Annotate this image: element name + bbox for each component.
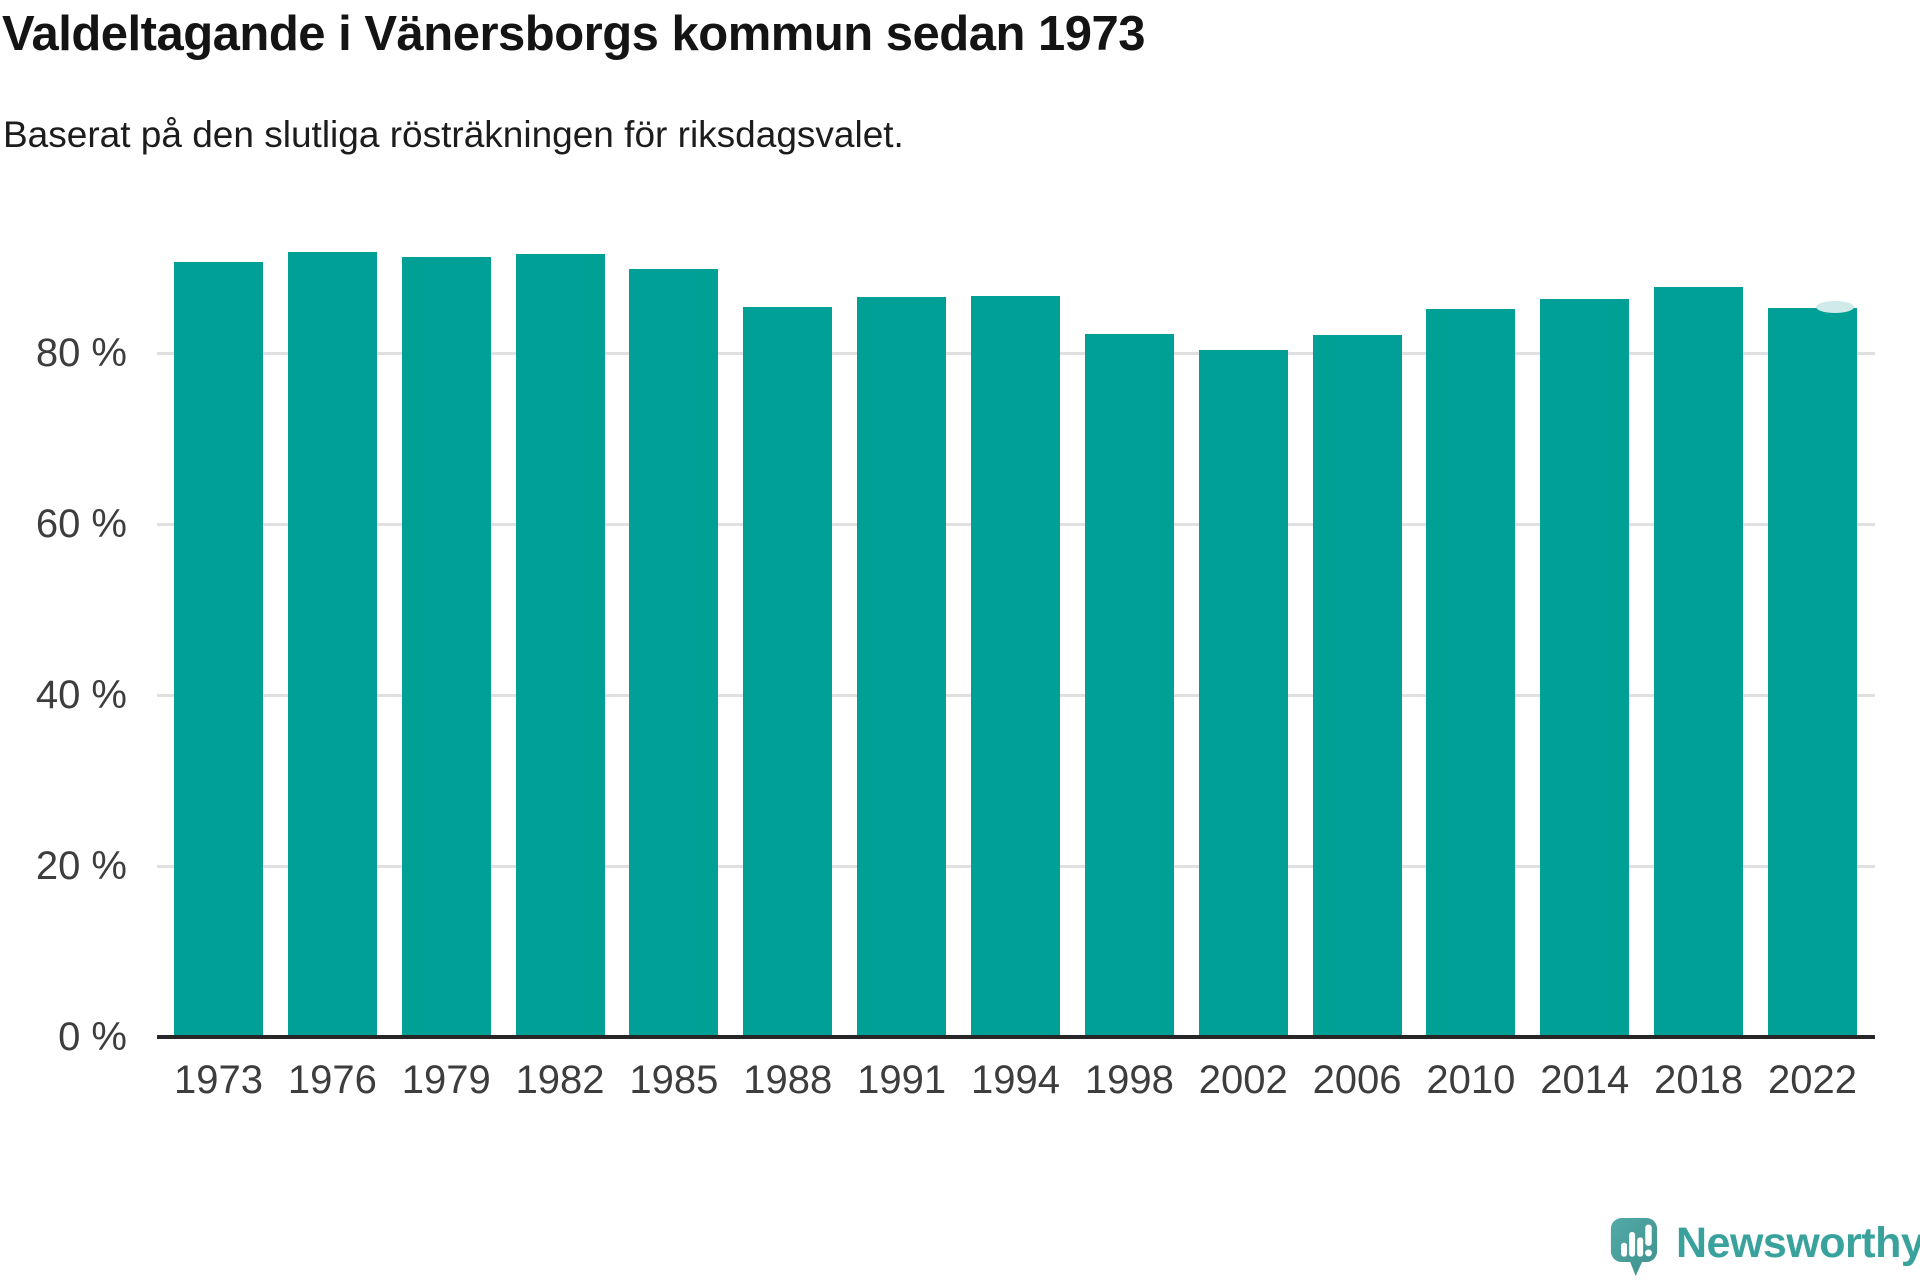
- bar-1982: [515, 253, 605, 1037]
- chart-title: Valdeltagande i Vänersborgs kommun sedan…: [2, 7, 1146, 61]
- x-axis-label-2022: 2022: [1767, 1058, 1857, 1102]
- x-axis-label-1976: 1976: [287, 1058, 377, 1102]
- x-axis-label-1979: 1979: [401, 1058, 491, 1102]
- y-axis-label-40: 40 %: [35, 673, 127, 717]
- x-axis-line: [157, 1035, 1875, 1039]
- bar-1991: [857, 297, 947, 1037]
- x-axis-label-2014: 2014: [1540, 1058, 1630, 1102]
- x-axis-label-1994: 1994: [970, 1058, 1060, 1102]
- x-axis-label-1985: 1985: [629, 1058, 719, 1102]
- bar-2014: [1540, 299, 1630, 1037]
- x-axis-label-1998: 1998: [1084, 1058, 1174, 1102]
- newsworthy-logo: Newsworthy: [1610, 1218, 1920, 1276]
- logo-bar-small: [1621, 1242, 1628, 1257]
- x-axis-label-2010: 2010: [1426, 1058, 1516, 1102]
- bar-1998: [1084, 334, 1174, 1037]
- x-axis-label-1988: 1988: [743, 1058, 833, 1102]
- bar-1976: [287, 252, 377, 1037]
- bar-1979: [401, 257, 491, 1037]
- x-axis-label-1982: 1982: [515, 1058, 605, 1102]
- logo-exclamation-dot: [1645, 1249, 1652, 1257]
- x-axis-label-2018: 2018: [1654, 1058, 1744, 1102]
- bar-1985: [629, 269, 719, 1037]
- bar-2002: [1198, 349, 1288, 1037]
- y-axis-label-20: 20 %: [35, 844, 127, 888]
- logo-bar-medium: [1637, 1237, 1644, 1257]
- bar-2018: [1654, 287, 1744, 1037]
- logo-bar-tall: [1629, 1231, 1636, 1257]
- bar-2010: [1426, 309, 1516, 1037]
- y-axis-label-60: 60 %: [35, 502, 127, 546]
- logo-exclamation-stem: [1645, 1224, 1652, 1246]
- bar-1973: [174, 262, 263, 1037]
- y-axis-label-80: 80 %: [35, 331, 127, 375]
- brand-name: Newsworthy: [1676, 1218, 1920, 1267]
- bar-1988: [743, 306, 833, 1037]
- x-axis-label-2006: 2006: [1312, 1058, 1402, 1102]
- bar-2006: [1312, 335, 1402, 1037]
- y-axis-label-0: 0 %: [58, 1015, 127, 1059]
- x-axis-label-2002: 2002: [1198, 1058, 1288, 1102]
- bar-1994: [970, 295, 1060, 1037]
- chart-subtitle: Baserat på den slutliga rösträkningen fö…: [3, 114, 904, 155]
- x-axis-label-1973: 1973: [174, 1058, 263, 1102]
- x-axis-label-1991: 1991: [857, 1058, 947, 1102]
- newsworthy-logo-icon: [1610, 1218, 1658, 1276]
- bar-2022: [1767, 300, 1857, 1037]
- latest-bar-notch-marker: [1815, 300, 1854, 313]
